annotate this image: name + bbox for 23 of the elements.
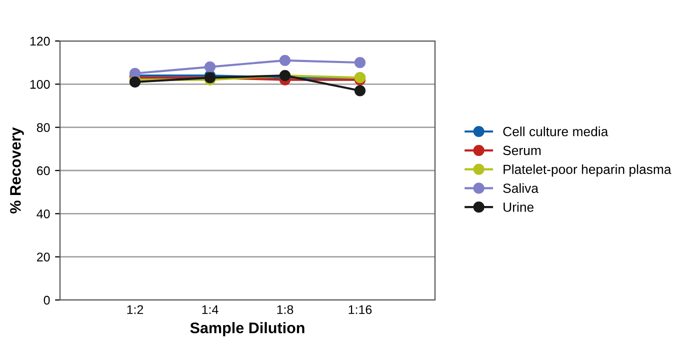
- legend-label: Saliva: [503, 183, 539, 193]
- point: [279, 54, 291, 66]
- legend-label: Serum: [503, 146, 541, 156]
- y-tick-label: 100: [30, 80, 50, 89]
- x-tick-label: 1:2: [127, 305, 144, 314]
- point: [129, 76, 141, 88]
- x-tick-label: 1:4: [202, 305, 218, 314]
- x-tick-label: 1:8: [277, 305, 294, 314]
- y-tick-label: 80: [36, 123, 50, 132]
- y-tick-label: 60: [37, 166, 50, 176]
- legend-label: Cell culture media: [503, 126, 608, 136]
- point: [354, 57, 366, 68]
- y-axis-title: % Recovery: [10, 127, 24, 214]
- y-tick-label: 120: [30, 36, 50, 46]
- legend-label: Urine: [504, 202, 534, 212]
- y-tick-label: 0: [44, 296, 50, 305]
- point: [354, 85, 366, 96]
- point: [204, 61, 216, 72]
- x-tick-label: 1:16: [348, 305, 372, 314]
- x-axis-title: Sample Dilution: [190, 322, 304, 336]
- legend-label: Platelet-poor heparin plasma: [504, 164, 672, 177]
- y-tick-label: 20: [37, 252, 50, 262]
- y-tick-label: 40: [36, 209, 50, 218]
